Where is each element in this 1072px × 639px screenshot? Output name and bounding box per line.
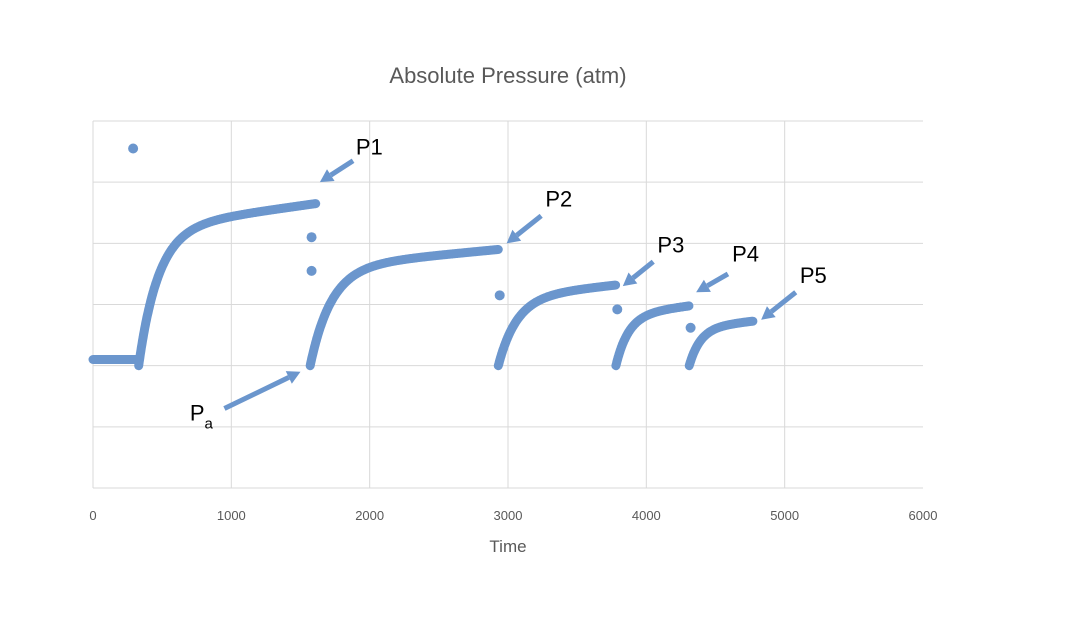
- annotation-arrow-P2: [506, 213, 543, 244]
- arrow-shaft: [515, 213, 543, 238]
- x-tick-label: 2000: [355, 508, 384, 523]
- arrow-head: [696, 279, 711, 293]
- x-tick-label: 6000: [909, 508, 938, 523]
- annotation-label: P5: [800, 263, 827, 288]
- arrow-shaft: [706, 271, 730, 288]
- data-series: [88, 143, 758, 371]
- data-point-3: [306, 265, 317, 276]
- arrow-head: [319, 169, 335, 183]
- x-tick-label: 1000: [217, 508, 246, 523]
- arrow-shaft: [329, 158, 355, 178]
- arrow-head: [761, 306, 776, 320]
- x-tick-label: 0: [89, 508, 96, 523]
- data-point-5: [612, 304, 623, 315]
- data-point-6: [685, 322, 696, 333]
- series-segment-6: [684, 316, 758, 371]
- x-tick-label: 5000: [770, 508, 799, 523]
- x-tick-label: 4000: [632, 508, 661, 523]
- chart-text: 0 1000 2000 3000 4000 5000 6000 Absolute Pressu…: [89, 63, 937, 556]
- annotation-arrow-Pa: [223, 371, 301, 411]
- annotation-label: P1: [356, 135, 383, 160]
- annotation-arrow-P1: [319, 158, 355, 183]
- annotation-label: P4: [732, 242, 759, 267]
- annotation-arrow-P3: [622, 259, 655, 287]
- arrow-head: [622, 272, 638, 287]
- annotations: P1 P2 P3 P4 P5 Pa: [190, 135, 827, 433]
- series-segment-4: [493, 280, 621, 371]
- grid: [92, 120, 923, 489]
- arrow-head: [506, 229, 522, 244]
- annotation-arrow-P5: [761, 290, 798, 320]
- chart-title: Absolute Pressure (atm): [389, 63, 626, 88]
- arrow-shaft: [631, 259, 655, 280]
- x-tick-label: 3000: [494, 508, 523, 523]
- data-point-2: [306, 232, 317, 243]
- data-point-4: [494, 290, 505, 301]
- data-point-1: [128, 143, 139, 154]
- annotation-label: Pa: [190, 401, 214, 433]
- annotation-label: P3: [657, 233, 684, 258]
- x-axis-title: Time: [489, 537, 526, 556]
- series-segment-2: [134, 199, 321, 371]
- annotation-label: P2: [545, 187, 572, 212]
- series-segment-5: [611, 301, 694, 371]
- arrow-shaft: [769, 290, 798, 314]
- annotation-arrow-P4: [696, 271, 730, 293]
- arrow-shaft: [223, 375, 290, 411]
- series-segment-3: [305, 245, 503, 371]
- arrow-head: [285, 371, 301, 384]
